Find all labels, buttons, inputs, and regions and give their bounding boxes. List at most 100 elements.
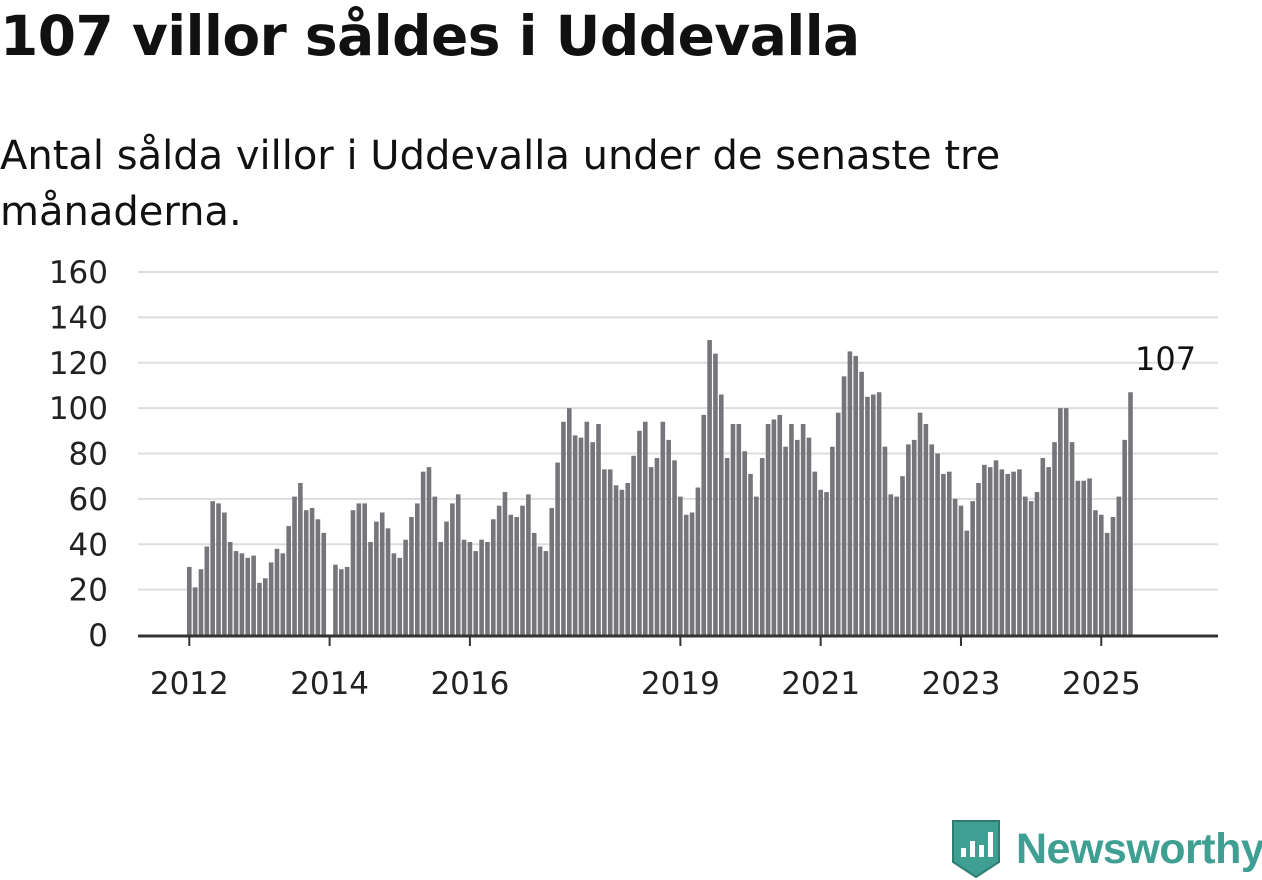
bar (321, 532, 327, 635)
bar (1098, 514, 1104, 635)
bar (777, 414, 783, 635)
chart-title: 107 villor såldes i Uddevalla (0, 4, 860, 68)
bar (724, 458, 730, 635)
bar (619, 489, 625, 635)
bar (537, 546, 543, 635)
bar (572, 435, 578, 635)
bar (274, 548, 280, 635)
bar (339, 569, 344, 635)
bar (853, 355, 859, 635)
y-tick-label: 140 (49, 300, 108, 336)
bar (730, 424, 736, 635)
bar (625, 482, 631, 635)
x-tick-label: 2012 (150, 666, 229, 702)
y-tick-label: 160 (49, 255, 108, 291)
bar (824, 492, 829, 635)
bar (496, 505, 502, 635)
bar (438, 541, 443, 635)
bar (935, 453, 940, 635)
x-tick-label: 2025 (1062, 666, 1141, 702)
bar (239, 553, 245, 635)
bar (812, 471, 818, 635)
bar (455, 494, 461, 635)
bar (941, 473, 946, 635)
bar (917, 412, 923, 635)
bar (987, 467, 993, 635)
x-tick-label: 2019 (641, 666, 720, 702)
bar (216, 503, 221, 635)
bar (672, 460, 677, 635)
x-tick-label: 2023 (922, 666, 1001, 702)
bar (631, 455, 636, 635)
bar (789, 424, 794, 635)
bar (286, 526, 291, 635)
bar (713, 353, 718, 635)
bar (970, 501, 975, 635)
bar (549, 507, 555, 635)
y-tick-label: 20 (69, 573, 108, 609)
chart-subtitle: Antal sålda villor i Uddevalla under de … (0, 133, 1001, 235)
bar (748, 473, 753, 635)
bar (695, 487, 701, 635)
bar (584, 421, 590, 635)
bar (865, 396, 870, 635)
bar (1063, 408, 1069, 636)
bar (666, 439, 671, 635)
bar (561, 421, 566, 635)
bar (251, 555, 256, 635)
x-tick-label: 2014 (290, 666, 369, 702)
bar (502, 492, 508, 635)
bar (590, 442, 595, 635)
bar (485, 541, 490, 635)
bar (607, 469, 613, 635)
bar (490, 519, 496, 635)
bar (999, 469, 1005, 635)
bar (1104, 532, 1110, 635)
x-tick-label: 2021 (781, 666, 860, 702)
bar (473, 551, 479, 635)
bar (233, 551, 239, 635)
bar (374, 521, 379, 635)
bar (1081, 480, 1087, 635)
y-tick-label: 0 (88, 618, 108, 654)
y-tick-label: 60 (69, 482, 108, 518)
bar (450, 503, 455, 635)
bar (648, 467, 654, 635)
bar (923, 424, 929, 635)
bar (946, 471, 952, 635)
bar (198, 569, 204, 635)
bar (1034, 492, 1040, 635)
bar (929, 444, 935, 635)
bar (210, 501, 215, 635)
bar (1005, 473, 1011, 635)
bar (385, 528, 391, 635)
bar (637, 430, 642, 635)
bar (613, 485, 619, 635)
bar (1028, 501, 1034, 635)
bar (993, 460, 999, 635)
bar (718, 394, 724, 635)
bar (397, 557, 403, 635)
bar (952, 498, 958, 636)
bar (414, 503, 420, 635)
bar (566, 408, 572, 636)
bar (461, 539, 467, 635)
bar (847, 351, 853, 635)
bar (280, 553, 286, 635)
bar (783, 446, 788, 635)
bar (263, 578, 268, 635)
bar (1052, 442, 1057, 635)
bar (794, 439, 800, 635)
bar (982, 464, 987, 635)
bar (426, 467, 432, 635)
bar (514, 517, 519, 635)
bar (906, 444, 911, 635)
bar (315, 519, 321, 635)
bar (736, 424, 742, 635)
bar (660, 421, 666, 635)
bar (479, 539, 484, 635)
bar (292, 496, 297, 635)
bar (602, 469, 607, 635)
bar (467, 541, 473, 635)
y-tick-label: 80 (69, 437, 108, 473)
